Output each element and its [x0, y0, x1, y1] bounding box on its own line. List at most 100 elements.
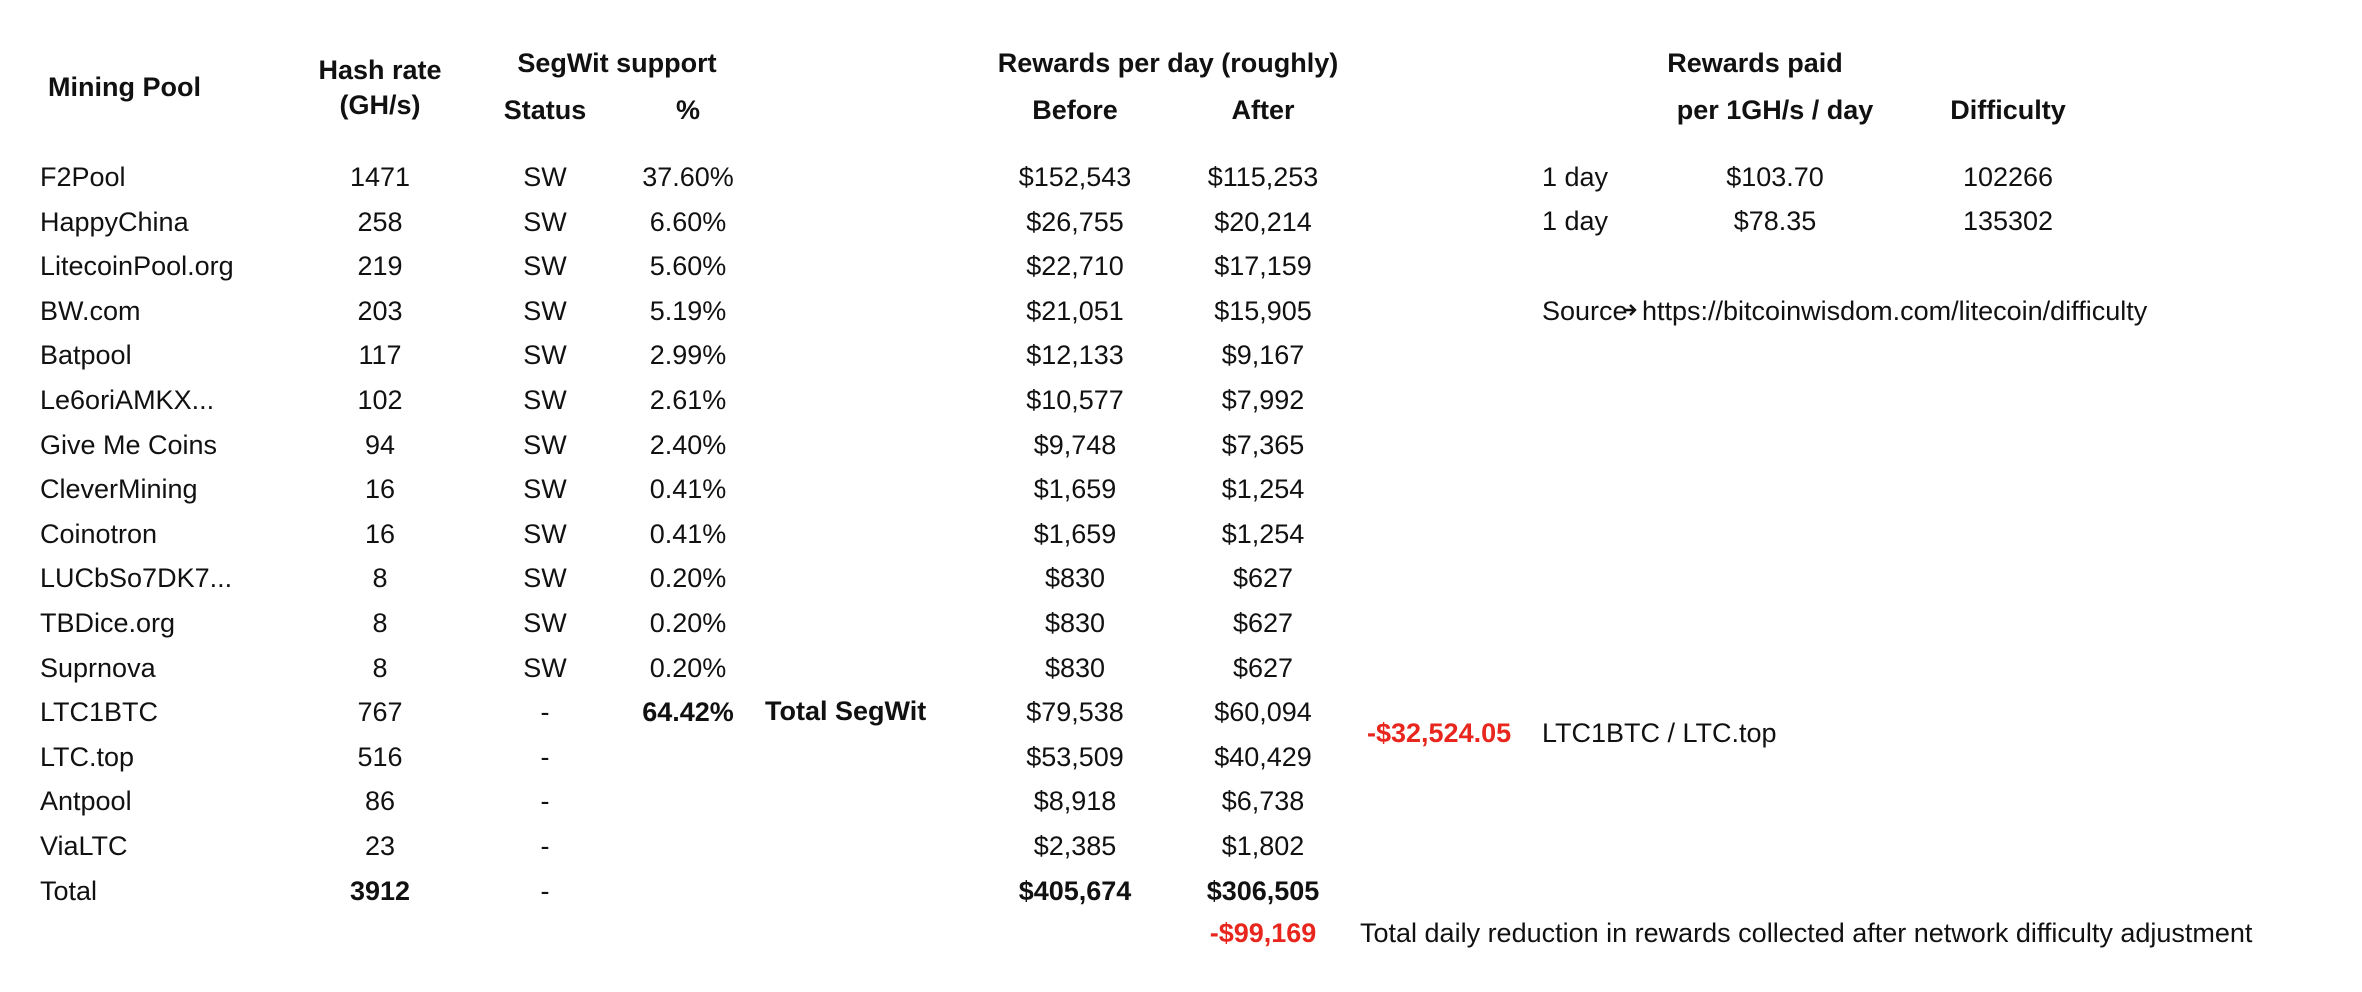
- segwit-percent-cell: 6.60%: [649, 207, 727, 237]
- rewards-before-cell: $26,755: [1026, 207, 1124, 237]
- hash-rate-cell: 767: [357, 697, 403, 727]
- rewards-after-cell: $627: [1232, 608, 1294, 638]
- status-cell: SW: [523, 653, 567, 683]
- pool-name-cell: BW.com: [40, 296, 141, 326]
- segwit-percent-cell: 2.99%: [649, 340, 727, 370]
- arrow-right-icon: [1624, 304, 1637, 316]
- segwit-percent-cell: 0.20%: [649, 563, 727, 593]
- hash-rate-cell: 102: [357, 385, 403, 415]
- rewards-before-cell: $405,674: [1018, 876, 1132, 906]
- header-mining-pool: Mining Pool: [48, 72, 201, 102]
- rewards-before-cell: $21,051: [1026, 296, 1124, 326]
- segwit-percent-cell: 2.40%: [649, 430, 727, 460]
- status-cell: SW: [523, 340, 567, 370]
- rewards-paid-difficulty: 135302: [1962, 206, 2054, 236]
- pool-name-cell: LTC.top: [40, 742, 135, 772]
- hash-rate-cell: 203: [357, 296, 403, 326]
- ltc-loss-value: -$32,524.05: [1367, 718, 1512, 748]
- rewards-after-cell: $1,254: [1221, 474, 1305, 504]
- status-cell: -: [540, 786, 550, 816]
- total-reduction-label: Total daily reduction in rewards collect…: [1360, 918, 2253, 948]
- rewards-after-cell: $306,505: [1206, 876, 1320, 906]
- pool-name-cell: F2Pool: [40, 162, 126, 192]
- hash-rate-cell: 516: [357, 742, 403, 772]
- rewards-after-cell: $20,214: [1214, 207, 1312, 237]
- rewards-before-cell: $9,748: [1033, 430, 1117, 460]
- pool-name-cell: Total: [40, 876, 98, 906]
- rewards-before-cell: $1,659: [1033, 474, 1117, 504]
- status-cell: SW: [523, 162, 567, 192]
- rewards-after-cell: $627: [1232, 653, 1294, 683]
- hash-rate-cell: 23: [364, 831, 396, 861]
- status-cell: -: [540, 876, 550, 906]
- rewards-after-cell: $1,802: [1221, 831, 1305, 861]
- rewards-before-cell: $8,918: [1033, 786, 1117, 816]
- pool-name-cell: TBDice.org: [40, 608, 176, 638]
- status-cell: SW: [523, 519, 567, 549]
- hash-rate-cell: 16: [364, 474, 396, 504]
- status-cell: -: [540, 831, 550, 861]
- rewards-before-cell: $22,710: [1026, 251, 1124, 281]
- pool-name-cell: LTC1BTC: [40, 697, 159, 727]
- rewards-before-cell: $79,538: [1026, 697, 1124, 727]
- status-cell: SW: [523, 608, 567, 638]
- status-cell: -: [540, 697, 550, 727]
- header-hash-rate-line2: (GH/s): [339, 90, 421, 120]
- rewards-after-cell: $6,738: [1221, 786, 1305, 816]
- rewards-after-cell: $17,159: [1214, 251, 1312, 281]
- rewards-paid-amount: $103.70: [1726, 162, 1824, 192]
- pool-name-cell: Suprnova: [40, 653, 156, 683]
- rewards-before-cell: $2,385: [1033, 831, 1117, 861]
- rewards-before-cell: $830: [1044, 563, 1106, 593]
- segwit-percent-cell: 0.20%: [649, 608, 727, 638]
- segwit-percent-cell: 37.60%: [642, 162, 734, 192]
- hash-rate-cell: 86: [364, 786, 396, 816]
- hash-rate-cell: 8: [372, 608, 388, 638]
- pool-name-cell: ViaLTC: [40, 831, 128, 861]
- rewards-after-cell: $60,094: [1214, 697, 1312, 727]
- rewards-after-cell: $9,167: [1221, 340, 1305, 370]
- header-hash-rate-line1: Hash rate: [318, 55, 442, 85]
- rewards-after-cell: $1,254: [1221, 519, 1305, 549]
- status-cell: SW: [523, 430, 567, 460]
- hash-rate-cell: 8: [372, 563, 388, 593]
- pool-name-cell: Coinotron: [40, 519, 158, 549]
- rewards-before-cell: $12,133: [1026, 340, 1124, 370]
- segwit-percent-cell: 0.41%: [649, 474, 727, 504]
- status-cell: -: [540, 742, 550, 772]
- total-segwit-label: Total SegWit: [765, 696, 927, 726]
- rewards-before-cell: $53,509: [1026, 742, 1124, 772]
- source-url-link[interactable]: https://bitcoinwisdom.com/litecoin/diffi…: [1642, 296, 2148, 326]
- rewards-paid-difficulty: 102266: [1962, 162, 2054, 192]
- hash-rate-cell: 3912: [349, 876, 411, 906]
- rewards-before-cell: $152,543: [1018, 162, 1132, 192]
- pool-name-cell: Le6oriAMKX...: [40, 385, 215, 415]
- segwit-percent-cell: 5.60%: [649, 251, 727, 281]
- pool-name-cell: CleverMining: [40, 474, 198, 504]
- rewards-after-cell: $15,905: [1214, 296, 1312, 326]
- pool-name-cell: LitecoinPool.org: [40, 251, 234, 281]
- hash-rate-cell: 16: [364, 519, 396, 549]
- hash-rate-cell: 219: [357, 251, 403, 281]
- status-cell: SW: [523, 385, 567, 415]
- segwit-percent-cell: 5.19%: [649, 296, 727, 326]
- hash-rate-cell: 258: [357, 207, 403, 237]
- header-difficulty: Difficulty: [1950, 95, 2066, 125]
- rewards-after-cell: $115,253: [1207, 162, 1319, 192]
- segwit-percent-cell: 0.41%: [649, 519, 727, 549]
- pool-name-cell: HappyChina: [40, 207, 189, 237]
- pool-name-cell: Give Me Coins: [40, 430, 218, 460]
- rewards-before-cell: $10,577: [1026, 385, 1124, 415]
- header-before: Before: [1032, 95, 1118, 125]
- ltc-loss-label: LTC1BTC / LTC.top: [1542, 718, 1777, 748]
- header-percent: %: [675, 95, 701, 125]
- pool-name-cell: Batpool: [40, 340, 132, 370]
- rewards-after-cell: $627: [1232, 563, 1294, 593]
- hash-rate-cell: 1471: [349, 162, 411, 192]
- rewards-paid-period: 1 day: [1542, 206, 1609, 236]
- rewards-after-cell: $7,992: [1221, 385, 1305, 415]
- header-rewards-per-day: Rewards per day (roughly): [997, 48, 1339, 78]
- segwit-percent-cell: 0.20%: [649, 653, 727, 683]
- hash-rate-cell: 117: [358, 340, 402, 370]
- header-per-ghs-day: per 1GH/s / day: [1676, 95, 1874, 125]
